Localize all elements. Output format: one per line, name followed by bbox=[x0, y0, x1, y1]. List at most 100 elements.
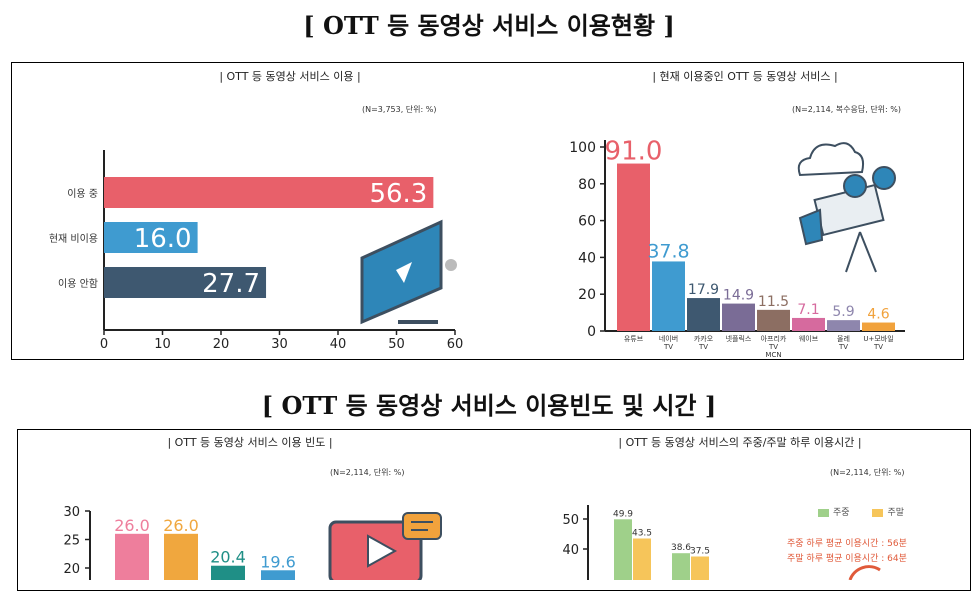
film-reel-icon bbox=[872, 166, 896, 190]
category-label: MCN bbox=[765, 351, 781, 359]
y-tick-label: 60 bbox=[578, 214, 596, 230]
y-tick-label: 30 bbox=[63, 505, 80, 520]
note-frequency: (N=2,114, 단위: %) bbox=[330, 468, 405, 477]
film-reel-icon bbox=[843, 174, 867, 198]
play-icon bbox=[367, 534, 398, 568]
y-tick-label: 20 bbox=[578, 287, 596, 303]
y-tick-label: 50 bbox=[562, 513, 579, 528]
bar-value-label: 4.6 bbox=[867, 307, 889, 323]
bar-value-label: 16.0 bbox=[134, 224, 192, 254]
category-label: 올레 bbox=[837, 334, 850, 343]
bar-value-label: 49.9 bbox=[613, 509, 633, 519]
category-label: 웨이브 bbox=[799, 334, 819, 343]
x-tick-label: 60 bbox=[447, 337, 464, 352]
bar-1 bbox=[652, 261, 685, 331]
y-tick-label: 40 bbox=[562, 543, 579, 558]
bar-value-label: 7.1 bbox=[797, 302, 819, 318]
category-label: 네이버 bbox=[659, 334, 678, 343]
bar-6 bbox=[827, 320, 860, 331]
panel-title-current-services: | 현재 이용중인 OTT 등 동영상 서비스 | bbox=[652, 70, 838, 83]
bar-5 bbox=[792, 317, 825, 331]
category-label: 유튜브 bbox=[624, 335, 644, 343]
category-label: 현재 비이용 bbox=[49, 233, 98, 245]
bar-주말-0 bbox=[633, 538, 651, 580]
category-label: TV bbox=[873, 343, 883, 351]
bar-value-label: 5.9 bbox=[832, 304, 854, 320]
category-label: TV bbox=[698, 343, 708, 351]
legend-weekend: 주말 bbox=[872, 508, 904, 518]
bar-value-label: 27.7 bbox=[202, 269, 260, 299]
note-current-services: (N=2,114, 복수응답, 단위: %) bbox=[792, 105, 902, 114]
bar-0 bbox=[617, 163, 650, 331]
bar-2 bbox=[211, 565, 245, 580]
bar-4 bbox=[757, 309, 790, 331]
y-tick-label: 20 bbox=[63, 562, 80, 577]
category-label: 이용 안함 bbox=[58, 278, 98, 290]
x-tick-label: 10 bbox=[154, 337, 171, 352]
y-tick-label: 40 bbox=[578, 250, 596, 266]
category-label: TV bbox=[838, 343, 848, 351]
category-label: 아프리카 bbox=[761, 334, 787, 343]
avg-weekday: 주중 하루 평균 이용시간 : 56분 bbox=[787, 539, 907, 549]
bar-value-label: 11.5 bbox=[758, 294, 789, 310]
bar-value-label: 91.0 bbox=[605, 137, 663, 167]
category-label: U+모바일 bbox=[863, 334, 893, 343]
x-tick-label: 30 bbox=[271, 337, 288, 352]
section-title-usage: [ OTT 등 동영상 서비스 이용현황 ] bbox=[303, 11, 675, 40]
monitor-stand-icon bbox=[398, 320, 438, 324]
tripod-icon bbox=[845, 231, 861, 273]
cloud-icon bbox=[797, 142, 865, 177]
x-tick-label: 40 bbox=[330, 337, 347, 352]
note-daily-time: (N=2,114, 단위: %) bbox=[830, 468, 905, 477]
bar-1 bbox=[104, 222, 198, 253]
bar-value-label: 56.3 bbox=[369, 179, 427, 209]
play-icon bbox=[396, 262, 412, 283]
section-title-frequency: [ OTT 등 동영상 서비스 이용빈도 및 시간 ] bbox=[261, 391, 717, 420]
bar-value-label: 37.8 bbox=[647, 240, 689, 262]
bar-주말-1 bbox=[691, 556, 709, 580]
bar-value-label: 26.0 bbox=[163, 516, 199, 535]
x-tick-label: 50 bbox=[388, 337, 405, 352]
bar-value-label: 17.9 bbox=[688, 282, 719, 298]
panel-title-daily-time: | OTT 등 동영상 서비스의 주중/주말 하루 이용시간 | bbox=[618, 436, 862, 449]
y-tick-label: 100 bbox=[569, 140, 596, 156]
chat-bubble-icon bbox=[402, 512, 442, 540]
category-label: 카카오 bbox=[694, 334, 714, 343]
bar-0 bbox=[104, 177, 434, 208]
bar-1 bbox=[164, 533, 198, 580]
x-tick-label: 0 bbox=[100, 337, 108, 352]
y-tick-label: 25 bbox=[63, 534, 80, 549]
bar-3 bbox=[722, 303, 755, 331]
bar-2 bbox=[104, 267, 267, 298]
avg-weekend: 주말 하루 평균 이용시간 : 64분 bbox=[787, 554, 907, 564]
category-label: 넷플릭스 bbox=[726, 334, 752, 343]
y-tick-label: 80 bbox=[578, 177, 596, 193]
tripod-icon bbox=[859, 231, 877, 273]
legend-weekday: 주중 bbox=[818, 508, 850, 518]
legend: 주중 주말 bbox=[818, 505, 904, 518]
y-tick-label: 0 bbox=[587, 324, 596, 340]
usage-panel-frame bbox=[11, 62, 964, 360]
bar-value-label: 38.6 bbox=[671, 543, 691, 553]
lens-icon bbox=[798, 208, 824, 246]
category-label: TV bbox=[768, 343, 778, 351]
bar-주중-1 bbox=[672, 553, 690, 580]
person-icon bbox=[445, 259, 457, 271]
bar-value-label: 26.0 bbox=[114, 516, 150, 535]
bar-value-label: 14.9 bbox=[723, 288, 754, 304]
bar-0 bbox=[115, 533, 149, 580]
bar-value-label: 20.4 bbox=[210, 548, 246, 567]
bar-value-label: 43.5 bbox=[632, 529, 652, 539]
note-usage: (N=3,753, 단위: %) bbox=[362, 105, 437, 114]
x-tick-label: 20 bbox=[213, 337, 230, 352]
bar-value-label: 19.6 bbox=[260, 552, 296, 571]
category-label: 이용 중 bbox=[67, 188, 98, 200]
bar-value-label: 37.5 bbox=[690, 547, 710, 557]
bar-2 bbox=[687, 298, 720, 331]
panel-title-frequency: | OTT 등 동영상 서비스 이용 빈도 | bbox=[167, 436, 333, 449]
bar-주중-0 bbox=[614, 519, 632, 580]
clock-icon bbox=[848, 565, 881, 580]
panel-title-usage: | OTT 등 동영상 서비스 이용 | bbox=[219, 70, 361, 83]
bar-7 bbox=[862, 322, 895, 331]
